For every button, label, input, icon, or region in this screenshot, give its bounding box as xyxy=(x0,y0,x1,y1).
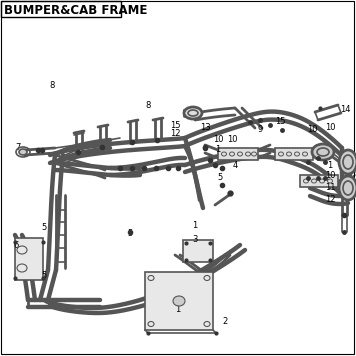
Text: 1: 1 xyxy=(328,161,333,169)
Text: 10: 10 xyxy=(213,136,223,145)
Text: 6: 6 xyxy=(13,241,19,250)
Bar xyxy=(218,148,258,160)
Ellipse shape xyxy=(19,149,27,155)
Ellipse shape xyxy=(339,176,356,200)
Text: 5: 5 xyxy=(127,229,133,237)
Ellipse shape xyxy=(173,296,185,306)
Bar xyxy=(275,148,313,160)
Text: 8: 8 xyxy=(49,80,55,89)
Text: BUMPER&CAB FRAME: BUMPER&CAB FRAME xyxy=(4,4,147,16)
Text: 15: 15 xyxy=(275,117,285,126)
Text: 2: 2 xyxy=(222,318,227,326)
Bar xyxy=(300,175,338,187)
Text: 14: 14 xyxy=(340,105,350,115)
Text: 15: 15 xyxy=(170,120,180,130)
Text: 10: 10 xyxy=(227,136,237,145)
Bar xyxy=(1,1,121,17)
Text: 3: 3 xyxy=(192,236,198,245)
Text: 7: 7 xyxy=(15,143,21,152)
Text: 10: 10 xyxy=(325,171,335,179)
Text: 5: 5 xyxy=(41,271,47,279)
Text: 10: 10 xyxy=(325,124,335,132)
Text: 1: 1 xyxy=(192,220,198,230)
Text: 1: 1 xyxy=(176,305,180,314)
Text: 4: 4 xyxy=(232,161,237,169)
Text: 10: 10 xyxy=(307,126,317,135)
Text: 9: 9 xyxy=(257,126,263,135)
Text: 11: 11 xyxy=(325,183,335,193)
Ellipse shape xyxy=(184,107,202,119)
Text: 12: 12 xyxy=(325,195,335,204)
Text: 5: 5 xyxy=(218,173,222,183)
Text: 12: 12 xyxy=(170,129,180,137)
Text: 1: 1 xyxy=(215,146,221,155)
Bar xyxy=(15,238,43,280)
Text: 8: 8 xyxy=(145,101,151,110)
Text: 13: 13 xyxy=(200,124,210,132)
Text: 5: 5 xyxy=(328,151,333,159)
Ellipse shape xyxy=(312,144,334,160)
Ellipse shape xyxy=(339,150,356,174)
Bar xyxy=(183,240,213,262)
Bar xyxy=(145,272,213,330)
Text: 5: 5 xyxy=(41,224,47,232)
